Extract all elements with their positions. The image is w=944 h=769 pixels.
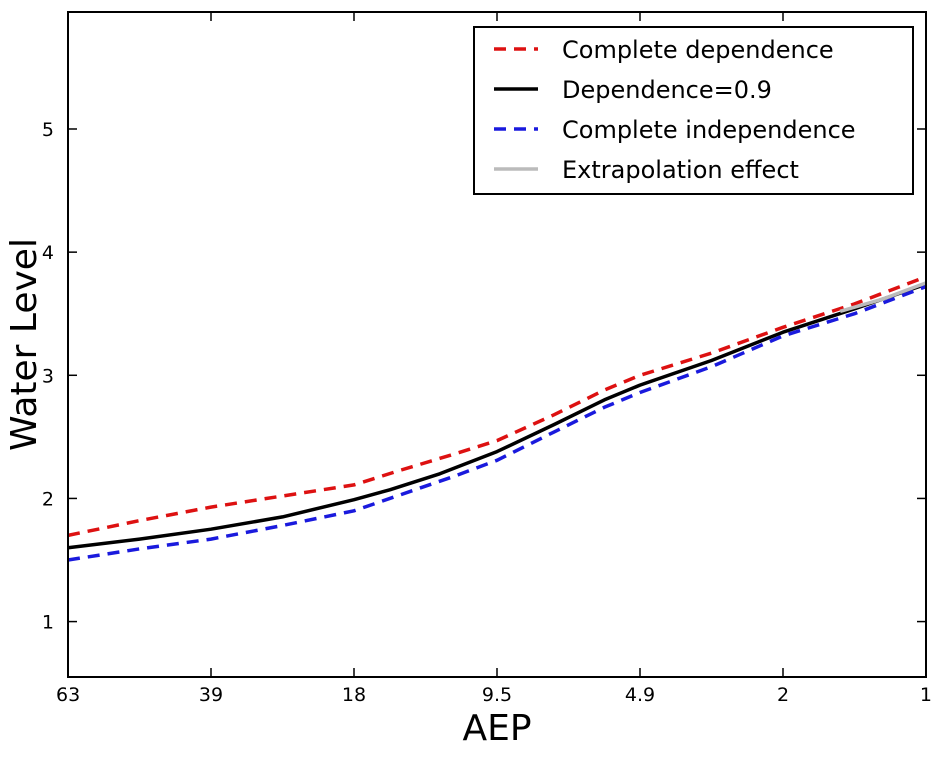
- y-tick-label: 5: [42, 119, 54, 141]
- series-line-2: [67, 284, 927, 562]
- series-line-0: [67, 275, 927, 538]
- legend-box: [473, 26, 914, 195]
- x-tick-label: 63: [56, 684, 80, 706]
- series-lines: [67, 275, 927, 562]
- x-tick-label: 4.9: [625, 684, 655, 706]
- y-tick-label: 3: [42, 365, 54, 387]
- x-axis-title: AEP: [462, 708, 531, 749]
- series-line-1: [67, 282, 927, 550]
- x-tick-label: 18: [342, 684, 366, 706]
- legend-label: Extrapolation effect: [562, 156, 799, 184]
- x-tick-label: 1: [920, 684, 932, 706]
- x-tick-label: 9.5: [482, 684, 512, 706]
- series-line-3: [839, 281, 927, 313]
- y-tick-label: 4: [42, 242, 54, 264]
- y-axis-title: Water Level: [4, 238, 45, 451]
- y-tick-label: 1: [42, 612, 54, 634]
- y-tick-label: 2: [42, 488, 54, 510]
- x-axis-ticks: 63 39 18 9.5 4.9 2 1: [56, 12, 932, 706]
- x-tick-label: 39: [199, 684, 223, 706]
- legend: Complete dependence Dependence=0.9 Complet…: [473, 26, 914, 195]
- legend-label: Complete dependence: [562, 36, 834, 64]
- legend-label: Dependence=0.9: [562, 76, 772, 104]
- y-axis-ticks: 1 2 3 4 5: [42, 119, 926, 634]
- x-tick-label: 2: [777, 684, 789, 706]
- legend-label: Complete independence: [562, 116, 856, 144]
